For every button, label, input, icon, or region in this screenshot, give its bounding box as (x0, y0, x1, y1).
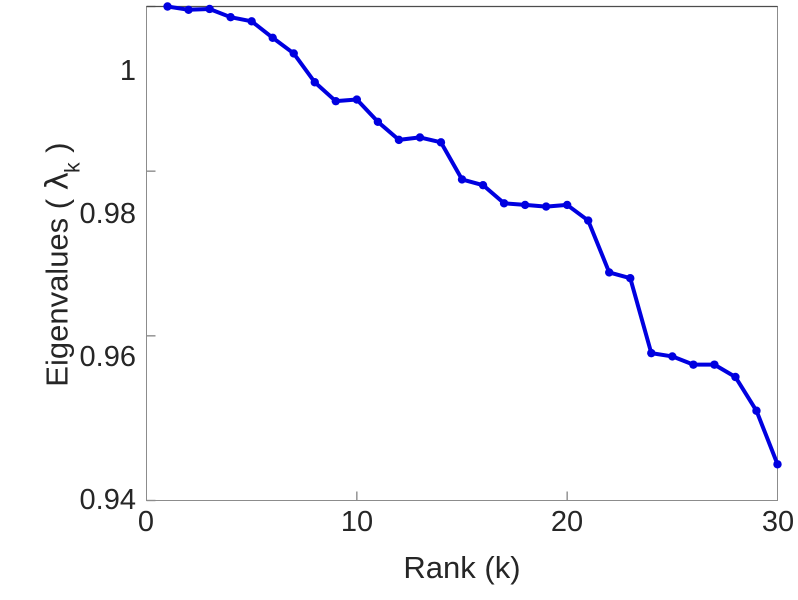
data-point (710, 360, 719, 369)
x-tick-label-0: 0 (137, 506, 155, 538)
data-point (626, 274, 635, 283)
y-tick-label-1: 1 (119, 55, 136, 87)
y-tick-label-094: 0.94 (79, 484, 136, 516)
y-tick-label-098: 0.98 (79, 198, 136, 230)
data-point (478, 180, 488, 190)
y-axis-tick-labels: 1 0.98 0.96 0.94 (0, 0, 136, 600)
plot-area (146, 6, 778, 501)
data-point (184, 5, 193, 14)
data-point (668, 352, 677, 361)
data-point (331, 96, 340, 106)
data-point (226, 13, 235, 22)
tick-marks (146, 5, 568, 502)
data-point (247, 17, 256, 26)
data-point (499, 199, 509, 208)
data-point (373, 117, 383, 126)
data-point (436, 138, 446, 147)
data-point (268, 33, 277, 42)
data-point (562, 200, 572, 210)
data-point (731, 372, 740, 382)
data-point (352, 95, 362, 104)
x-axis-title: Rank (k) (403, 550, 521, 585)
data-point (605, 268, 614, 277)
data-point (752, 406, 761, 415)
data-point (394, 135, 404, 145)
data-point (163, 2, 172, 11)
eigenvalue-curve (165, 4, 780, 467)
data-point (689, 360, 698, 369)
x-tick-label-10: 10 (340, 506, 374, 538)
data-point (205, 4, 214, 14)
data-point (415, 133, 425, 142)
data-point (541, 202, 551, 211)
data-point (520, 200, 530, 210)
x-tick-label-30: 30 (761, 506, 795, 538)
y-tick-label-096: 0.96 (79, 341, 136, 373)
data-point (457, 175, 467, 184)
data-point (647, 348, 656, 358)
data-point (584, 216, 593, 225)
eigenvalue-markers (163, 2, 782, 469)
data-point (773, 460, 782, 469)
data-point (310, 78, 319, 87)
x-tick-label-20: 20 (550, 506, 584, 538)
data-point (289, 49, 298, 58)
